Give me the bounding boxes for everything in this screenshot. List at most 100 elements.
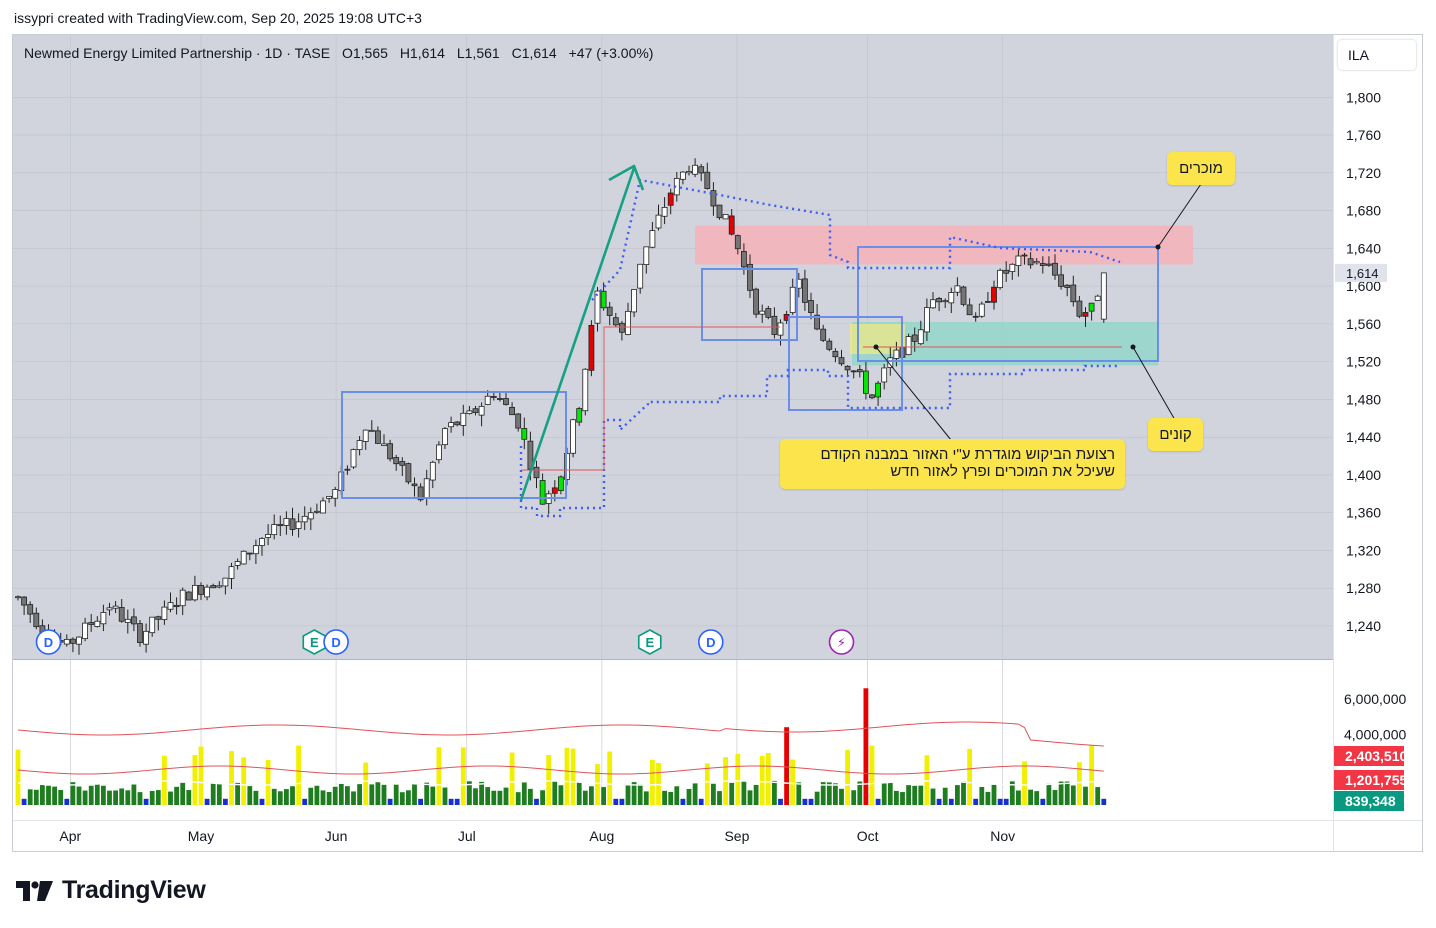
volume-bar [912, 785, 918, 805]
earnings-marker-label: E [310, 635, 319, 650]
candle-body [271, 524, 278, 536]
candle-body [747, 263, 753, 291]
volume-bar [155, 790, 161, 805]
trend-arrow-head [608, 164, 645, 191]
volume-bar [387, 798, 393, 805]
buyers-callout[interactable]: קונים [1148, 418, 1203, 451]
volume-bar [906, 785, 911, 805]
volume-bar [284, 789, 289, 805]
candle-body [948, 292, 955, 304]
candle-body [917, 329, 924, 345]
volume-bar [711, 783, 716, 805]
split-marker-shape [828, 629, 855, 655]
candle-body [454, 421, 461, 426]
volume-bar [204, 798, 210, 805]
tradingview-logo[interactable]: TradingView [16, 876, 206, 905]
candle-body [832, 350, 839, 358]
price-tick-label: 1,600 [1346, 278, 1381, 294]
volume-bar [1101, 798, 1107, 805]
demand-zone-callout[interactable]: רצועת הביקוש מוגדרת ע"י האזור במבנה הקוד… [780, 439, 1125, 489]
symbol-legend[interactable]: Newmed Energy Limited Partnership · 1D ·… [24, 45, 653, 61]
candle-body [393, 457, 400, 465]
volume-bar [869, 745, 875, 805]
volume-bar [216, 783, 222, 805]
candle-body [826, 340, 833, 350]
chart-frame[interactable] [12, 34, 1423, 852]
volume-bar [290, 786, 295, 805]
volume-bar [674, 786, 680, 805]
volume-bar [149, 791, 155, 805]
volume-bar [320, 790, 326, 805]
candle-body [106, 607, 113, 611]
volume-bar [125, 790, 131, 805]
volume-bar [497, 790, 503, 805]
candle-body [1046, 263, 1052, 266]
range-box-may [341, 391, 567, 499]
volume-bar [521, 782, 527, 805]
dividend-icon[interactable]: D [697, 629, 724, 655]
volume-bar [509, 752, 515, 805]
volume-bar [631, 782, 637, 805]
candle-body [179, 589, 186, 607]
volume-bar [1003, 798, 1009, 805]
sellers-callout[interactable]: מוכרים [1167, 152, 1235, 185]
legend-open: O1,565 [341, 45, 388, 61]
volume-bar [601, 787, 606, 805]
candle-body [1100, 272, 1107, 320]
sellers-connector-dot [1155, 244, 1161, 250]
volume-bar [650, 759, 655, 805]
candle-body [637, 263, 644, 289]
volume-bar [259, 798, 265, 805]
legend-low: L1,561 [456, 45, 500, 61]
range-box-august [788, 316, 903, 411]
buyers-connector [1132, 346, 1176, 421]
candle-body [765, 308, 772, 318]
volume-bar [1052, 790, 1058, 805]
volume-bar [412, 783, 417, 805]
volume-bar [192, 755, 198, 805]
volume-bar [143, 798, 149, 805]
dividend-icon[interactable]: D [35, 629, 62, 655]
candle-body [216, 585, 223, 588]
volume-value-tag-ma-short [1334, 770, 1404, 790]
candle-body [21, 596, 28, 606]
candle-body [460, 412, 467, 426]
candle-body [667, 192, 674, 206]
candle-body [1088, 302, 1095, 312]
volume-bar [375, 781, 381, 805]
candle-body [930, 299, 936, 309]
earnings-icon[interactable]: E [302, 629, 327, 655]
volume-bar [698, 798, 704, 805]
volume-bar [686, 788, 692, 805]
candle-body [137, 623, 143, 643]
currency-button[interactable]: ILA [1338, 40, 1416, 70]
volume-bar [784, 727, 789, 805]
earnings-icon[interactable]: E [637, 629, 662, 655]
volume-bar [662, 790, 667, 805]
split-icon[interactable]: ⚡ [828, 629, 855, 655]
volume-bar [186, 790, 192, 805]
candle-body [521, 428, 528, 440]
volume-bar [271, 788, 277, 805]
candle-body [850, 370, 857, 373]
volume-bar [119, 788, 125, 805]
volume-bar [1058, 781, 1064, 805]
candle-body [368, 429, 375, 432]
volume-bar [759, 756, 765, 805]
candle-body [234, 561, 241, 566]
candle-body [228, 566, 235, 579]
volume-bar [918, 785, 924, 805]
volume-bar [406, 790, 411, 805]
time-tick-label: Aug [589, 828, 614, 844]
volume-bar [540, 790, 545, 805]
price-tick-label: 1,560 [1346, 316, 1381, 332]
volume-bar [955, 785, 960, 805]
candle-body [802, 278, 808, 303]
candle-body [814, 314, 820, 330]
price-axis-background [1333, 35, 1421, 820]
candle-body [143, 630, 150, 645]
volume-bar [979, 786, 985, 805]
price-tick-label: 1,480 [1346, 391, 1381, 407]
dividend-icon[interactable]: D [323, 629, 349, 655]
